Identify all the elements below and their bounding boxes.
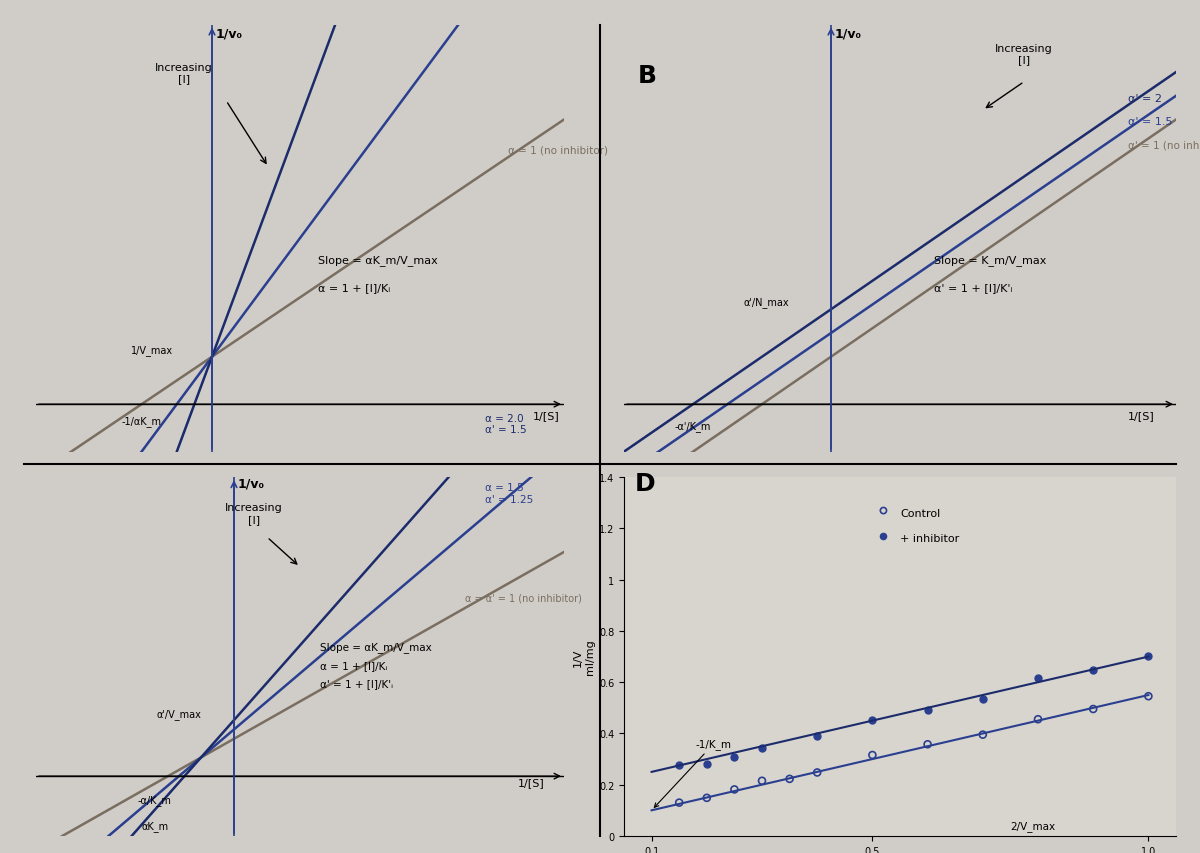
- Text: 1/V_max: 1/V_max: [131, 345, 173, 356]
- Text: α = 2.0
α' = 1.5: α = 2.0 α' = 1.5: [485, 414, 527, 435]
- Text: 1/[S]: 1/[S]: [533, 411, 559, 421]
- Point: [874, 530, 893, 543]
- Point: [918, 738, 937, 751]
- Text: αK_m: αK_m: [142, 821, 168, 832]
- Point: [808, 766, 827, 780]
- Text: + inhibitor: + inhibitor: [900, 534, 959, 543]
- Text: Slope = K_m/V_max: Slope = K_m/V_max: [935, 254, 1046, 265]
- Text: 1/[S]: 1/[S]: [517, 777, 545, 787]
- Text: α' = 1 + [I]/K'ᵢ: α' = 1 + [I]/K'ᵢ: [935, 283, 1013, 293]
- Point: [670, 796, 689, 809]
- Point: [918, 704, 937, 717]
- Text: α' = 1 (no inhibitor): α' = 1 (no inhibitor): [1128, 141, 1200, 151]
- Point: [863, 748, 882, 762]
- Text: Control: Control: [900, 508, 941, 518]
- Text: α'/N_max: α'/N_max: [744, 297, 790, 308]
- Text: 1/v₀: 1/v₀: [238, 477, 264, 490]
- Text: D: D: [635, 472, 655, 496]
- Point: [863, 713, 882, 727]
- Text: α = 1 + [I]/Kᵢ: α = 1 + [I]/Kᵢ: [318, 283, 390, 293]
- Point: [752, 741, 772, 755]
- Point: [780, 772, 799, 786]
- Text: 1/v₀: 1/v₀: [834, 27, 862, 40]
- Text: Slope = αK_m/V_max: Slope = αK_m/V_max: [318, 254, 437, 265]
- Text: B: B: [638, 63, 656, 88]
- Text: α' = 2: α' = 2: [1128, 94, 1162, 103]
- Text: 1/v₀: 1/v₀: [216, 27, 242, 40]
- Point: [874, 504, 893, 518]
- Text: α'/V_max: α'/V_max: [156, 709, 202, 719]
- Text: -α'/K_m: -α'/K_m: [674, 421, 712, 432]
- Point: [725, 751, 744, 764]
- Point: [973, 692, 992, 705]
- Point: [808, 729, 827, 743]
- Point: [752, 774, 772, 787]
- Point: [725, 783, 744, 797]
- Text: α = 1.5
α' = 1.25: α = 1.5 α' = 1.25: [485, 482, 533, 504]
- Point: [1028, 672, 1048, 686]
- Text: Increasing
[I]: Increasing [I]: [155, 63, 212, 84]
- Text: Increasing
[I]: Increasing [I]: [224, 503, 283, 525]
- Text: α = 1 + [I]/Kᵢ: α = 1 + [I]/Kᵢ: [319, 660, 388, 670]
- Text: α' = 1.5: α' = 1.5: [1128, 117, 1172, 127]
- Y-axis label: 1/V
ml/mg: 1/V ml/mg: [574, 639, 595, 675]
- Point: [697, 791, 716, 804]
- Point: [973, 728, 992, 741]
- Text: α = α' = 1 (no inhibitor): α = α' = 1 (no inhibitor): [466, 593, 582, 603]
- Text: -1/αK_m: -1/αK_m: [121, 415, 162, 426]
- Point: [670, 758, 689, 772]
- Text: Increasing
[I]: Increasing [I]: [995, 44, 1054, 66]
- Point: [1139, 650, 1158, 664]
- Point: [1084, 702, 1103, 716]
- Text: α' = 1 + [I]/K'ᵢ: α' = 1 + [I]/K'ᵢ: [319, 679, 392, 688]
- Text: 2/V_max: 2/V_max: [1010, 821, 1056, 831]
- Text: -1/K_m: -1/K_m: [654, 739, 732, 808]
- Text: α = 1 (no inhibitor): α = 1 (no inhibitor): [508, 146, 607, 155]
- Point: [697, 757, 716, 771]
- Text: 1/[S]: 1/[S]: [1128, 411, 1154, 421]
- Text: Slope = αK_m/V_max: Slope = αK_m/V_max: [319, 641, 432, 653]
- Point: [1084, 664, 1103, 677]
- Point: [1139, 689, 1158, 703]
- Point: [1028, 712, 1048, 726]
- Text: -α/K_m: -α/K_m: [138, 794, 172, 805]
